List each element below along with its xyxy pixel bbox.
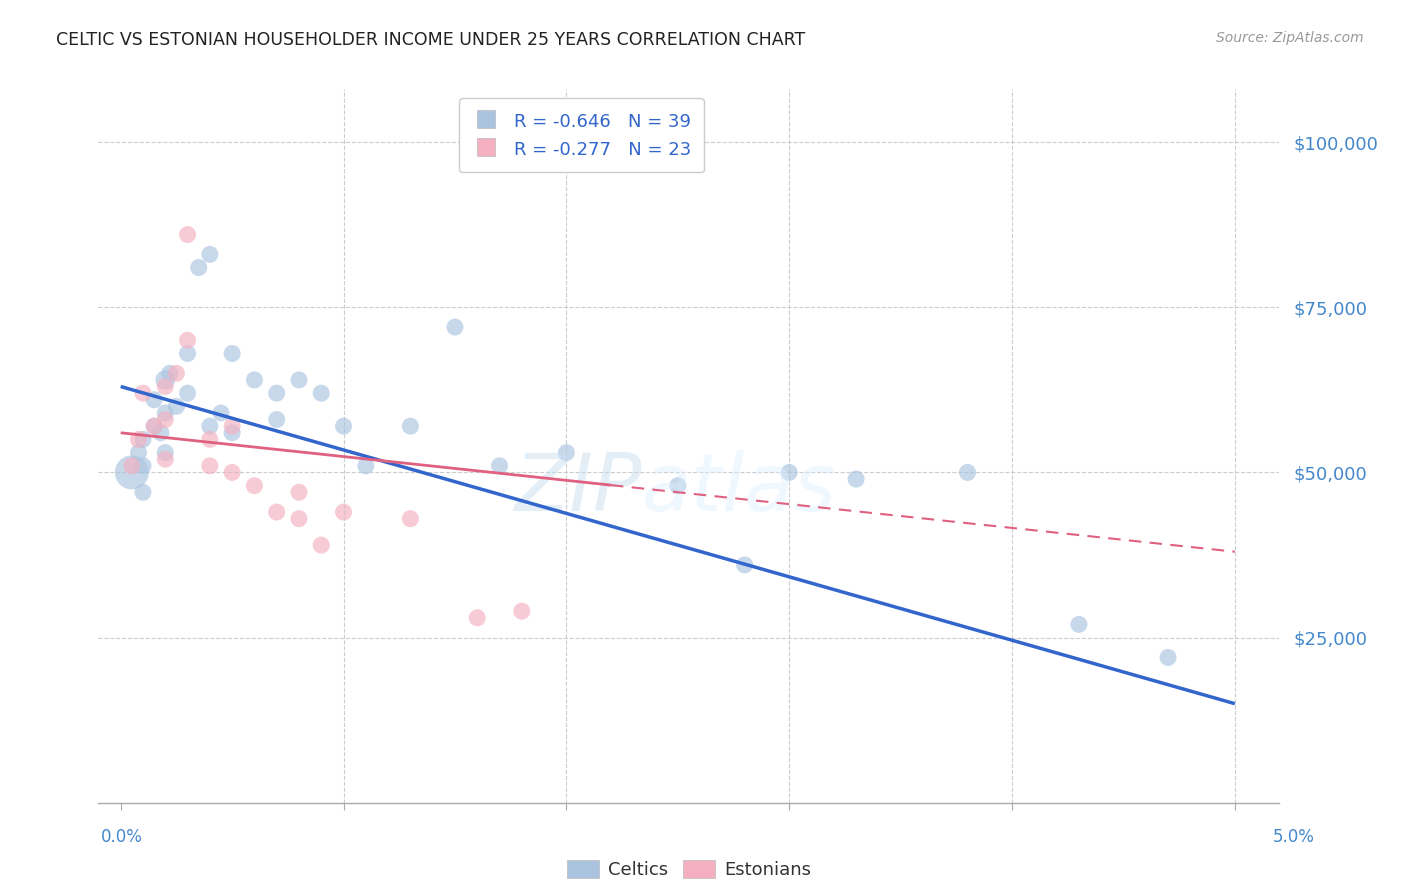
Point (243, 478, 266, 492)
Point (399, 511, 422, 525)
Point (128, 433, 150, 447)
Point (309, 386, 332, 401)
Point (176, 346, 198, 360)
Point (221, 425, 243, 440)
Point (845, 472, 868, 486)
Point (288, 511, 311, 525)
Point (221, 466, 243, 480)
Point (309, 538, 332, 552)
Point (176, 333, 198, 347)
Point (155, 412, 177, 426)
Point (165, 400, 187, 414)
Point (243, 373, 266, 387)
Point (132, 433, 155, 447)
Point (176, 386, 198, 401)
Point (555, 445, 578, 459)
Point (266, 412, 288, 426)
Point (332, 505, 354, 519)
Text: 5.0%: 5.0% (1272, 828, 1315, 846)
Point (288, 485, 311, 500)
Point (132, 386, 155, 401)
Point (1067, 617, 1090, 632)
Y-axis label: Householder Income Under 25 years: Householder Income Under 25 years (0, 306, 7, 586)
Point (332, 419, 354, 434)
Point (465, 611, 488, 625)
Point (155, 445, 177, 459)
Point (956, 466, 979, 480)
Point (666, 478, 689, 492)
Point (143, 419, 166, 434)
Point (221, 346, 243, 360)
Point (155, 406, 177, 420)
Point (288, 373, 311, 387)
Point (155, 379, 177, 393)
Point (734, 558, 756, 572)
Point (510, 604, 533, 618)
Point (221, 419, 243, 434)
Point (155, 373, 177, 387)
Point (121, 466, 143, 480)
Point (198, 433, 221, 447)
Point (778, 466, 800, 480)
Point (149, 425, 172, 440)
Point (399, 419, 422, 434)
Point (176, 227, 198, 242)
Point (198, 419, 221, 434)
Text: ZIP: ZIP (515, 450, 641, 528)
Text: CELTIC VS ESTONIAN HOUSEHOLDER INCOME UNDER 25 YEARS CORRELATION CHART: CELTIC VS ESTONIAN HOUSEHOLDER INCOME UN… (56, 31, 806, 49)
Point (143, 419, 166, 434)
Point (488, 458, 510, 473)
Point (121, 458, 143, 473)
Text: Source: ZipAtlas.com: Source: ZipAtlas.com (1216, 31, 1364, 45)
Point (198, 247, 221, 261)
Point (444, 320, 467, 334)
Point (165, 367, 187, 381)
Legend: Celtics, Estonians: Celtics, Estonians (560, 853, 818, 887)
Point (155, 452, 177, 467)
Point (143, 392, 166, 407)
Point (132, 458, 155, 473)
Point (354, 458, 377, 473)
Point (132, 485, 155, 500)
Point (1157, 650, 1180, 665)
Point (198, 458, 221, 473)
Point (266, 386, 288, 401)
Text: atlas: atlas (641, 450, 837, 528)
Point (209, 406, 232, 420)
Point (159, 367, 181, 381)
Point (266, 505, 288, 519)
Point (187, 260, 209, 275)
Point (128, 445, 150, 459)
Text: 0.0%: 0.0% (101, 828, 143, 846)
